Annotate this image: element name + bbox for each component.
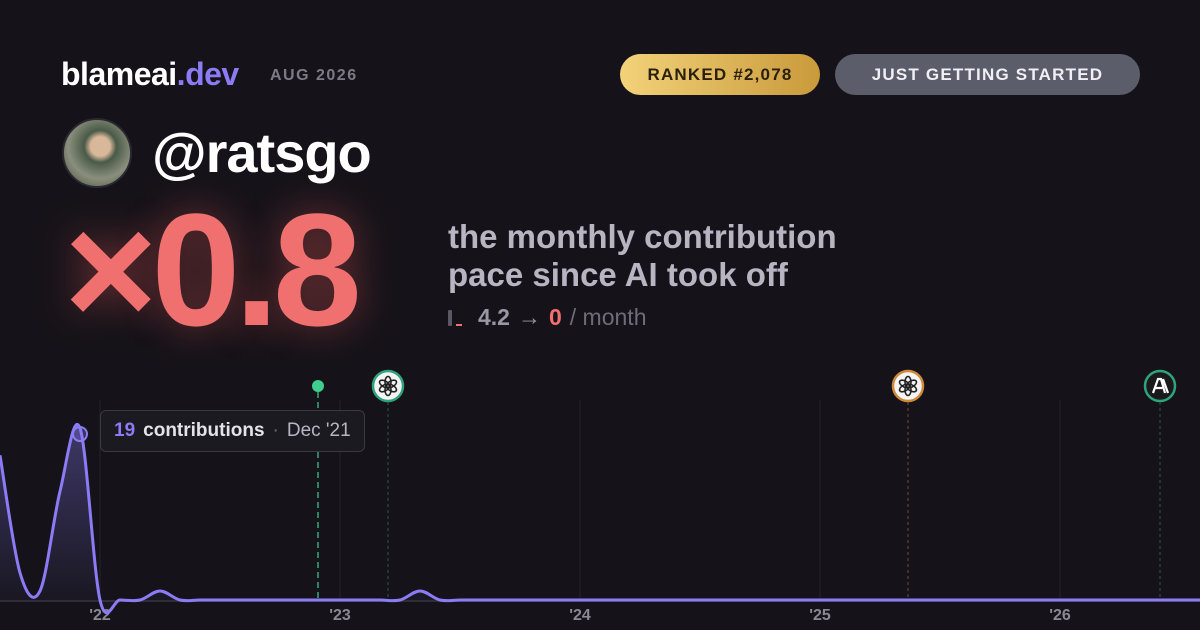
x-tick-label: '26: [1049, 607, 1071, 624]
pace: 4.2 → 0 / month: [448, 304, 647, 331]
brand: blameai.dev: [61, 56, 239, 93]
line: [0, 423, 1200, 615]
pace-before: 4.2: [478, 304, 510, 330]
pace-arrow: →: [517, 304, 541, 330]
event-icon: [898, 379, 911, 389]
tooltip: 19 contributions · Dec '21: [100, 410, 365, 452]
event-dot: [312, 380, 324, 392]
pace-after: 0: [548, 304, 562, 330]
brand-suffix: .dev: [176, 56, 240, 92]
x-tick-label: '25: [809, 607, 831, 624]
event-badge: [891, 369, 925, 403]
rank-badge: RANKED #2,078: [620, 54, 820, 95]
event-marker: [371, 369, 405, 598]
event-badge: [1143, 369, 1177, 403]
period: AUG 2026: [270, 67, 358, 84]
multiplier: ×0.8: [64, 180, 362, 359]
event-marker: [1143, 369, 1177, 598]
event-marker: [891, 369, 925, 598]
tooltip-value: 19: [114, 420, 136, 441]
x-tick-label: '24: [569, 607, 591, 624]
highlight-point: [72, 426, 88, 443]
status-badge: JUST GETTING STARTED: [835, 54, 1140, 95]
pace-unit: / month: [569, 304, 647, 330]
event-icon: [378, 379, 391, 389]
x-tick-label: '23: [329, 607, 351, 624]
tooltip-separator: ·: [272, 420, 279, 441]
handle: @ratsgo: [152, 121, 372, 184]
pace-icon: [448, 308, 464, 328]
event-icon: [1151, 377, 1170, 394]
brand-name: blameai: [61, 56, 177, 92]
tooltip-label: contributions: [143, 420, 265, 441]
tooltip-date: Dec '21: [286, 420, 351, 441]
event-badge: [371, 369, 405, 403]
avatar: [62, 118, 132, 188]
description: the monthly contribution pace since AI t…: [448, 218, 837, 293]
area: [0, 424, 1200, 613]
